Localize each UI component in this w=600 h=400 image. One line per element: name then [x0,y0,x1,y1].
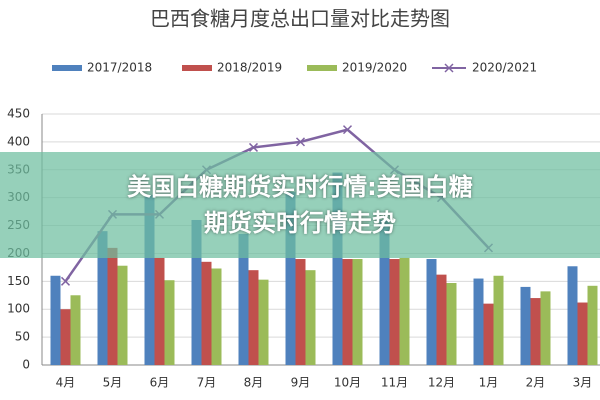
bar [50,275,61,365]
bar [426,259,437,365]
bar [70,295,81,365]
legend-label: 2020/2021 [472,61,537,75]
bar [520,286,531,365]
bar [530,298,541,365]
bar [144,194,155,365]
x-tick-label: 8月 [244,376,264,390]
bar [164,280,175,365]
y-tick-label: 100 [7,302,30,316]
bar [540,291,551,365]
bar [305,270,316,365]
marker [248,142,259,152]
bar [577,302,588,365]
marker [342,125,353,135]
bar [248,270,259,365]
x-tick-label: 7月 [197,376,217,390]
bar [295,259,306,365]
y-tick-label: 450 [7,107,30,121]
marker [60,276,71,286]
bar [436,274,447,365]
banner-text: 期货实时行情走势 [204,209,396,237]
bar [60,309,71,365]
bar [352,259,363,365]
banner: 美国白糖期货实时行情:美国白糖 期货实时行情走势 [0,152,600,258]
x-tick-label: 6月 [150,376,170,390]
bar [587,285,598,365]
bar [389,259,400,365]
banner-text: 美国白糖期货实时行情:美国白糖 [127,173,473,201]
legend-label: 2017/2018 [87,61,152,75]
bar [201,261,212,365]
marker [295,137,306,147]
x-tick-label: 2月 [526,376,546,390]
x-tick-label: 1月 [479,376,499,390]
y-tick-label: 150 [7,274,30,288]
legend-label: 2019/2020 [342,61,407,75]
x-tick-label: 4月 [56,376,76,390]
legend-swatch [182,65,212,71]
bar [332,172,343,365]
y-tick-label: 0 [22,358,30,372]
bar [483,303,494,365]
bar [191,219,202,365]
x-tick-label: 11月 [381,376,408,390]
legend-swatch [52,65,82,71]
bar [567,266,578,365]
bar [154,257,165,365]
bar [342,259,353,365]
bar [285,192,296,365]
bar [238,233,249,365]
bar [493,275,504,365]
bar [211,268,222,365]
legend-label: 2018/2019 [217,61,282,75]
x-tick-label: 10月 [334,376,361,390]
bar [473,278,484,365]
bar [107,247,118,365]
legend-swatch [444,63,454,73]
bar [446,283,457,365]
bar [379,219,390,365]
x-tick-label: 12月 [428,376,455,390]
chart-title: 巴西食糖月度总出口量对比走势图 [150,7,450,31]
bar [399,257,410,365]
y-tick-label: 400 [7,134,30,148]
bar [117,265,128,365]
y-tick-label: 50 [15,330,30,344]
bar [97,231,108,365]
x-tick-label: 5月 [103,376,123,390]
bar [258,279,269,365]
x-tick-label: 9月 [291,376,311,390]
x-tick-label: 3月 [573,376,593,390]
legend-swatch [307,65,337,71]
